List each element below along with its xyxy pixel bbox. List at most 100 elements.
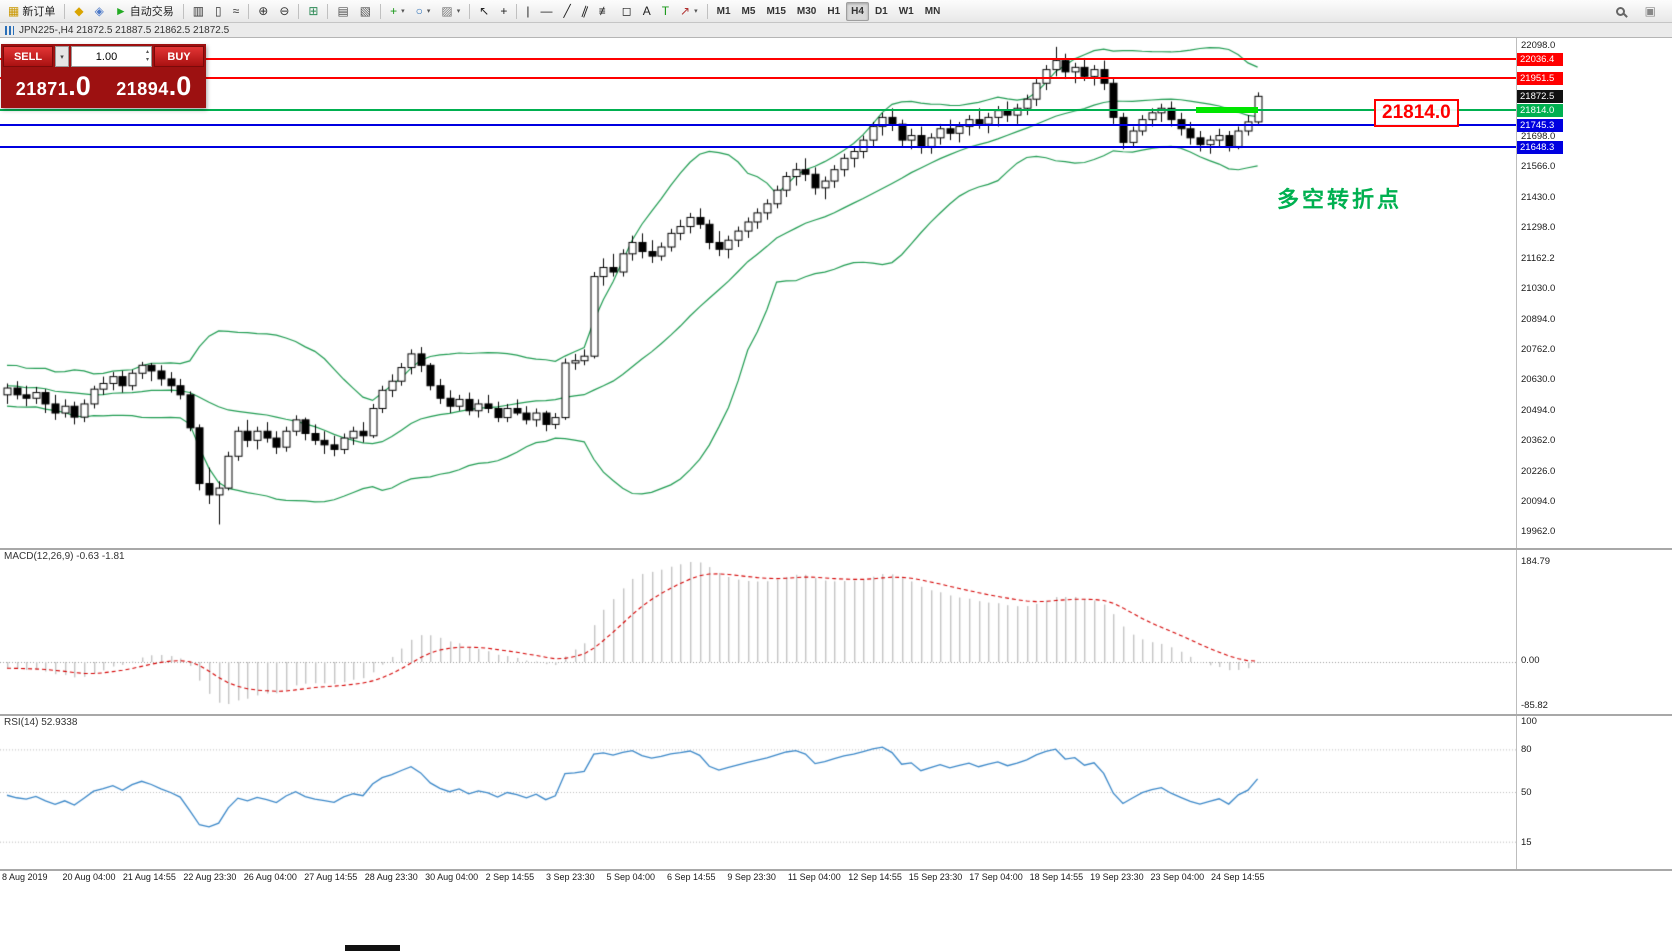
bottom-black-bar <box>345 945 400 951</box>
crosshair-button[interactable]: + <box>495 2 512 21</box>
timeframe-h4[interactable]: H4 <box>846 1 869 21</box>
m1-label: M1 <box>716 5 731 17</box>
sell-button[interactable]: SELL <box>3 46 53 67</box>
text-button[interactable]: A <box>638 2 656 21</box>
toolbar-separator <box>64 3 66 19</box>
buy-button[interactable]: BUY <box>154 46 204 67</box>
rsi-axis-label: 50 <box>1521 787 1532 798</box>
zoom-in-button[interactable]: ⊕ <box>253 2 273 21</box>
zoom-out-button[interactable]: ⊖ <box>274 2 294 21</box>
macd-canvas[interactable] <box>0 549 1516 713</box>
volume-input[interactable] <box>72 47 151 66</box>
new-order-button[interactable]: ▦ 新订单 <box>3 2 60 21</box>
price-axis-label: 21566.0 <box>1521 161 1556 173</box>
templates-button[interactable]: ▨ ▾ <box>436 2 465 21</box>
panel-separator[interactable] <box>0 869 1672 871</box>
panel-separator[interactable] <box>0 714 1672 716</box>
timeframe-d1[interactable]: D1 <box>870 2 893 21</box>
chart-tab[interactable]: JPN225-,H4 21872.5 21887.5 21862.5 21872… <box>0 23 1672 38</box>
sell-price[interactable]: 21871 .0 <box>15 71 91 101</box>
m15-label: M15 <box>766 5 786 17</box>
pivot-note-text[interactable]: 多空转折点 <box>1277 187 1403 212</box>
text-label-button[interactable]: T <box>657 2 674 21</box>
timeframe-w1[interactable]: W1 <box>894 2 919 21</box>
main-chart-canvas[interactable] <box>0 38 1516 547</box>
toolbar-right: ▣ <box>1611 2 1669 21</box>
rsi-canvas[interactable] <box>0 716 1516 868</box>
fibonacci-button[interactable]: ≢ <box>594 2 616 21</box>
horizontal-line-21814[interactable] <box>0 108 1516 111</box>
one-click-trading-panel: SELL ▾ ▴▾ BUY 21871 .0 21894 .0 <box>1 44 206 108</box>
timeframe-mn[interactable]: MN <box>920 2 946 21</box>
time-axis-label: 15 Sep 23:30 <box>908 872 963 882</box>
price-axis-label: 20362.0 <box>1521 434 1556 446</box>
search-icon <box>1615 6 1625 16</box>
panel-separator[interactable] <box>0 548 1672 550</box>
horizontal-line-21648.3[interactable] <box>0 146 1516 149</box>
toolbar-separator <box>706 3 708 19</box>
periods-button[interactable]: ○ ▾ <box>411 2 436 21</box>
toolbar-separator <box>469 3 471 19</box>
community-button[interactable]: ▣ <box>1640 2 1661 21</box>
trendline-button[interactable]: ╱ <box>558 2 575 21</box>
timeframe-m5[interactable]: M5 <box>737 2 761 21</box>
horizontal-line-icon: — <box>540 4 553 18</box>
price-axis-label: 19962.0 <box>1521 525 1556 537</box>
timeframe-h1[interactable]: H1 <box>822 2 845 21</box>
time-axis-label: 22 Aug 23:30 <box>183 872 237 882</box>
indicators-button[interactable]: + ▾ <box>385 2 410 21</box>
time-axis-label: 18 Sep 14:55 <box>1029 872 1084 882</box>
cursor-icon: ↖ <box>479 4 490 18</box>
horizontal-line-button[interactable]: — <box>535 2 557 21</box>
volume-preset-caret[interactable]: ▾ <box>55 46 69 67</box>
autotrading-label: 自动交易 <box>129 6 174 18</box>
toolbar-separator <box>182 3 184 19</box>
crosshair-icon: + <box>500 4 508 18</box>
trendline-icon: ╱ <box>563 4 571 18</box>
new-order-icon: ▦ <box>8 4 20 18</box>
community-icon: ▣ <box>1644 4 1656 18</box>
buy-price[interactable]: 21894 .0 <box>116 71 192 101</box>
bars-chart-icon: ▥ <box>192 4 205 18</box>
time-axis-label: 8 Aug 2019 <box>2 872 48 882</box>
time-axis-label: 2 Sep 14:55 <box>485 872 535 882</box>
h1-label: H1 <box>827 5 841 17</box>
zoom-out-icon: ⊖ <box>279 4 290 18</box>
metaeditor-button[interactable]: ◈ <box>90 2 109 21</box>
line-chart-icon: ≈ <box>232 4 240 18</box>
cursor-button[interactable]: ↖ <box>474 2 494 21</box>
auto-arrange-button[interactable]: ▤ <box>332 2 353 21</box>
candlestick-chart-icon: ▯ <box>215 4 222 18</box>
shapes-button[interactable]: ◻ <box>617 2 637 21</box>
pivot-price-label[interactable]: 21814.0 <box>1374 99 1459 127</box>
toolbar-separator <box>248 3 250 19</box>
mn-label: MN <box>924 5 941 17</box>
cascade-windows-button[interactable]: ▧ <box>355 2 376 21</box>
arrows-button[interactable]: ↗ ▾ <box>675 2 703 21</box>
toolbar-separator <box>327 3 329 19</box>
macd-label: MACD(12,26,9) -0.63 -1.81 <box>4 551 125 562</box>
autotrading-button[interactable]: ► 自动交易 <box>110 2 179 21</box>
zoom-in-icon: ⊕ <box>258 4 269 18</box>
bars-chart-button[interactable]: ▥ <box>188 2 209 21</box>
price-axis-label: 20494.0 <box>1521 404 1556 416</box>
chart-tab-icon <box>5 25 14 35</box>
toolbar: ▦ 新订单 ◆ ◈ ► 自动交易 ▥ ▯ ≈ ⊕ ⊖ ⊞ ▤ ▧ + ▾ ○ ▾ ▨ ▾ ↖ + | — ╱ ∥ ≢ ◻ A T ↗ ▾ M1 M… <box>0 0 1672 23</box>
price-axis-label: 20762.0 <box>1521 343 1556 355</box>
horizontal-line-21951.5[interactable] <box>0 77 1516 80</box>
price-line-label: 21872.5 <box>1517 90 1563 104</box>
search-button[interactable] <box>1611 2 1630 21</box>
market-watch-button[interactable]: ◆ <box>69 2 88 21</box>
horizontal-line-21745.3[interactable] <box>0 124 1516 127</box>
volume-spinner[interactable]: ▴ ▾ <box>145 49 149 63</box>
line-chart-button[interactable]: ≈ <box>228 2 245 21</box>
timeframe-m15[interactable]: M15 <box>761 2 790 21</box>
candlestick-chart-button[interactable]: ▯ <box>210 2 227 21</box>
pivot-highlight-bar[interactable] <box>1196 107 1258 113</box>
horizontal-line-22036.4[interactable] <box>0 58 1516 61</box>
channel-button[interactable]: ∥ <box>577 2 593 21</box>
vertical-line-button[interactable]: | <box>521 2 534 21</box>
timeframe-m30[interactable]: M30 <box>792 2 821 21</box>
tile-windows-button[interactable]: ⊞ <box>303 2 323 21</box>
timeframe-m1[interactable]: M1 <box>712 2 736 21</box>
